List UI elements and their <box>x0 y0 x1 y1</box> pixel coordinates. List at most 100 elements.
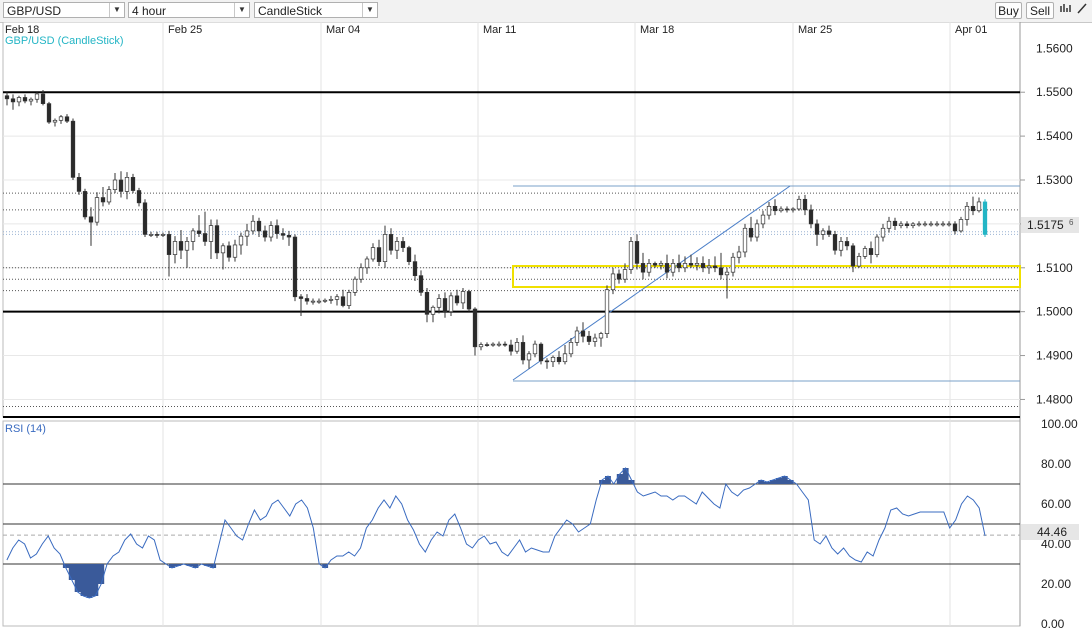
candle-body <box>778 208 784 212</box>
candle <box>244 223 250 246</box>
candle-body <box>784 208 790 211</box>
candle <box>322 298 328 303</box>
toolbar: GBP/USD ▼ 4 hour ▼ CandleStick ▼ Buy Sel… <box>0 0 1092 23</box>
candle-body <box>712 265 718 269</box>
candle <box>490 342 496 347</box>
candle-body <box>82 191 88 218</box>
candle-body <box>148 234 154 236</box>
candle-body <box>922 223 928 226</box>
candle-body <box>256 220 262 232</box>
candle-body <box>934 223 940 226</box>
rsi-tick-label: 40.00 <box>1041 537 1071 551</box>
candle-body <box>700 263 706 269</box>
candle <box>10 94 16 110</box>
rsi-current-value: 44.46 <box>1037 525 1067 539</box>
candle <box>328 295 334 304</box>
candle-body <box>622 269 628 280</box>
price-panel[interactable] <box>2 22 1021 418</box>
candle <box>532 340 538 358</box>
candle <box>16 95 22 107</box>
candle <box>754 219 760 242</box>
trendline[interactable] <box>512 185 791 381</box>
candle <box>304 294 310 305</box>
candle <box>892 217 898 231</box>
candle <box>976 197 982 213</box>
candle <box>100 187 106 207</box>
candle <box>70 118 76 180</box>
timeframe-dropdown[interactable]: 4 hour ▼ <box>128 2 250 18</box>
candle <box>268 221 274 242</box>
candle-body <box>790 208 796 211</box>
candle <box>442 292 448 318</box>
candle <box>526 351 532 369</box>
candle-body <box>718 267 724 276</box>
candle <box>280 228 286 240</box>
candle-body <box>370 247 376 260</box>
candle-body <box>172 241 178 255</box>
candle <box>496 341 502 347</box>
candle-body <box>310 300 316 303</box>
symbol-dropdown[interactable]: GBP/USD ▼ <box>3 2 125 18</box>
candle <box>544 358 550 369</box>
candle-body <box>430 306 436 315</box>
candle-body <box>724 271 730 276</box>
candle-body <box>346 292 352 306</box>
candle <box>286 230 292 246</box>
candle <box>436 294 442 314</box>
candle-body <box>682 263 688 269</box>
sell-button[interactable]: Sell <box>1026 2 1054 19</box>
rsi-tick-label: 0.00 <box>1041 617 1065 630</box>
candle <box>922 221 928 227</box>
indicators-icon[interactable] <box>1058 2 1074 19</box>
candle-body <box>16 97 22 103</box>
candle-body <box>388 234 394 251</box>
candle <box>808 204 814 229</box>
candle <box>916 221 922 227</box>
candle <box>34 92 40 103</box>
rsi-tick-label: 20.00 <box>1041 577 1071 591</box>
support-zone-rectangle[interactable] <box>512 265 1021 288</box>
chart-area: Feb 18 Feb 25 Mar 04 Mar 11 Mar 18 Mar 25 Apr … <box>2 22 1079 630</box>
candle <box>112 172 118 194</box>
candle-body <box>76 177 82 192</box>
candle-body <box>160 234 166 236</box>
candle-body <box>568 342 574 355</box>
candle-body <box>592 337 598 342</box>
candle-body <box>688 263 694 266</box>
chart-type-dropdown[interactable]: CandleStick ▼ <box>254 2 378 18</box>
candle-body <box>340 296 346 306</box>
candle <box>784 206 790 213</box>
date-axis-labels: Feb 18 Feb 25 Mar 04 Mar 11 Mar 18 Mar 25 Apr … <box>5 24 987 36</box>
candle-body <box>850 245 856 267</box>
candle <box>160 232 166 238</box>
candle-body <box>616 273 622 280</box>
candle-body <box>484 344 490 346</box>
candle-body <box>304 298 310 302</box>
candle-body <box>262 230 268 238</box>
candle <box>460 287 466 310</box>
candle <box>220 243 226 270</box>
candle-body <box>154 234 160 236</box>
candle <box>370 243 376 262</box>
horizontal-levels[interactable] <box>3 91 1020 418</box>
candle-body <box>676 263 682 269</box>
candle <box>964 201 970 226</box>
candle-body <box>286 234 292 238</box>
candles <box>4 90 988 369</box>
candle <box>502 341 508 347</box>
candle-body <box>358 267 364 280</box>
candle <box>778 206 784 213</box>
draw-tool-icon[interactable] <box>1074 2 1090 19</box>
candle-body <box>106 189 112 203</box>
candle-body <box>490 343 496 346</box>
buy-button[interactable]: Buy <box>995 2 1022 19</box>
candle <box>28 97 34 106</box>
candle <box>406 245 412 266</box>
candle <box>250 215 256 235</box>
candle <box>688 254 694 268</box>
candle-body <box>904 223 910 226</box>
candle <box>928 221 934 227</box>
candle <box>238 232 244 255</box>
candle-body <box>118 179 124 192</box>
candle <box>766 201 772 220</box>
